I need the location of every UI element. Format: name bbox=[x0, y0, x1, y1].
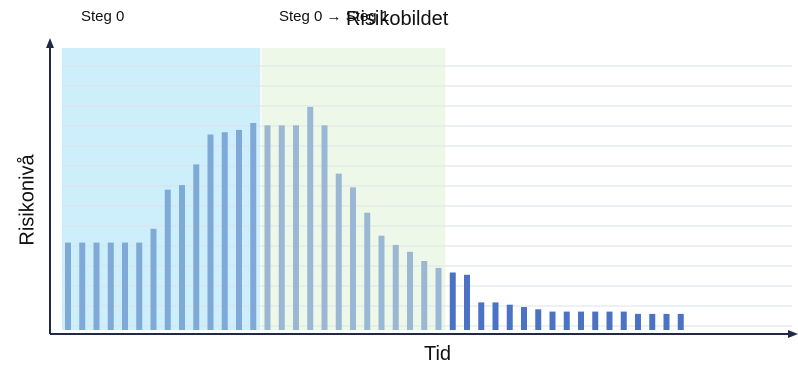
bar-9 bbox=[193, 164, 200, 330]
bar-2 bbox=[93, 242, 100, 330]
bar-14 bbox=[264, 125, 271, 330]
chart-title: Risikobildet bbox=[346, 8, 449, 30]
bar-3 bbox=[107, 242, 114, 330]
bar-38 bbox=[606, 311, 613, 330]
bar-19 bbox=[335, 173, 342, 330]
bar-40 bbox=[635, 313, 641, 330]
bar-35 bbox=[563, 311, 570, 330]
x-axis-arrow-icon bbox=[788, 330, 798, 338]
phase-label-stage-0: Steg 0 bbox=[81, 8, 125, 25]
bar-31 bbox=[506, 304, 513, 330]
x-axis-label: Tid bbox=[424, 343, 452, 365]
bar-30 bbox=[492, 302, 499, 330]
bar-1 bbox=[79, 242, 86, 330]
bar-24 bbox=[407, 251, 413, 330]
bar-6 bbox=[150, 228, 157, 330]
bar-21 bbox=[364, 212, 371, 330]
phase-band-0 bbox=[62, 48, 261, 330]
bar-18 bbox=[321, 125, 328, 330]
bar-26 bbox=[435, 267, 442, 330]
bar-33 bbox=[535, 309, 542, 330]
bar-4 bbox=[122, 242, 128, 330]
bar-12 bbox=[236, 129, 242, 330]
y-axis-arrow-icon bbox=[46, 38, 54, 48]
bar-29 bbox=[478, 302, 485, 330]
bar-41 bbox=[649, 313, 656, 330]
bar-37 bbox=[592, 311, 599, 330]
bar-42 bbox=[663, 313, 670, 330]
bar-27 bbox=[449, 272, 456, 330]
bar-17 bbox=[307, 106, 314, 331]
bar-13 bbox=[250, 123, 257, 330]
bar-39 bbox=[620, 311, 627, 330]
phase-label-stage-0-to-1: Steg 0 → Steg 1 bbox=[279, 8, 390, 25]
bar-8 bbox=[179, 185, 185, 330]
bar-25 bbox=[421, 261, 428, 330]
bar-0 bbox=[65, 242, 71, 330]
bar-23 bbox=[392, 244, 399, 330]
bar-5 bbox=[136, 242, 143, 330]
bar-32 bbox=[521, 307, 527, 330]
bar-11 bbox=[221, 132, 228, 330]
bar-28 bbox=[464, 274, 470, 330]
bar-36 bbox=[578, 311, 584, 330]
bar-16 bbox=[293, 125, 299, 330]
bar-15 bbox=[278, 125, 285, 330]
bar-34 bbox=[549, 311, 556, 330]
bar-7 bbox=[164, 189, 171, 330]
bar-43 bbox=[677, 313, 684, 330]
bar-22 bbox=[378, 235, 385, 330]
y-axis-label: Risikonivå bbox=[16, 154, 39, 246]
bar-10 bbox=[207, 134, 214, 330]
bar-20 bbox=[350, 187, 356, 330]
